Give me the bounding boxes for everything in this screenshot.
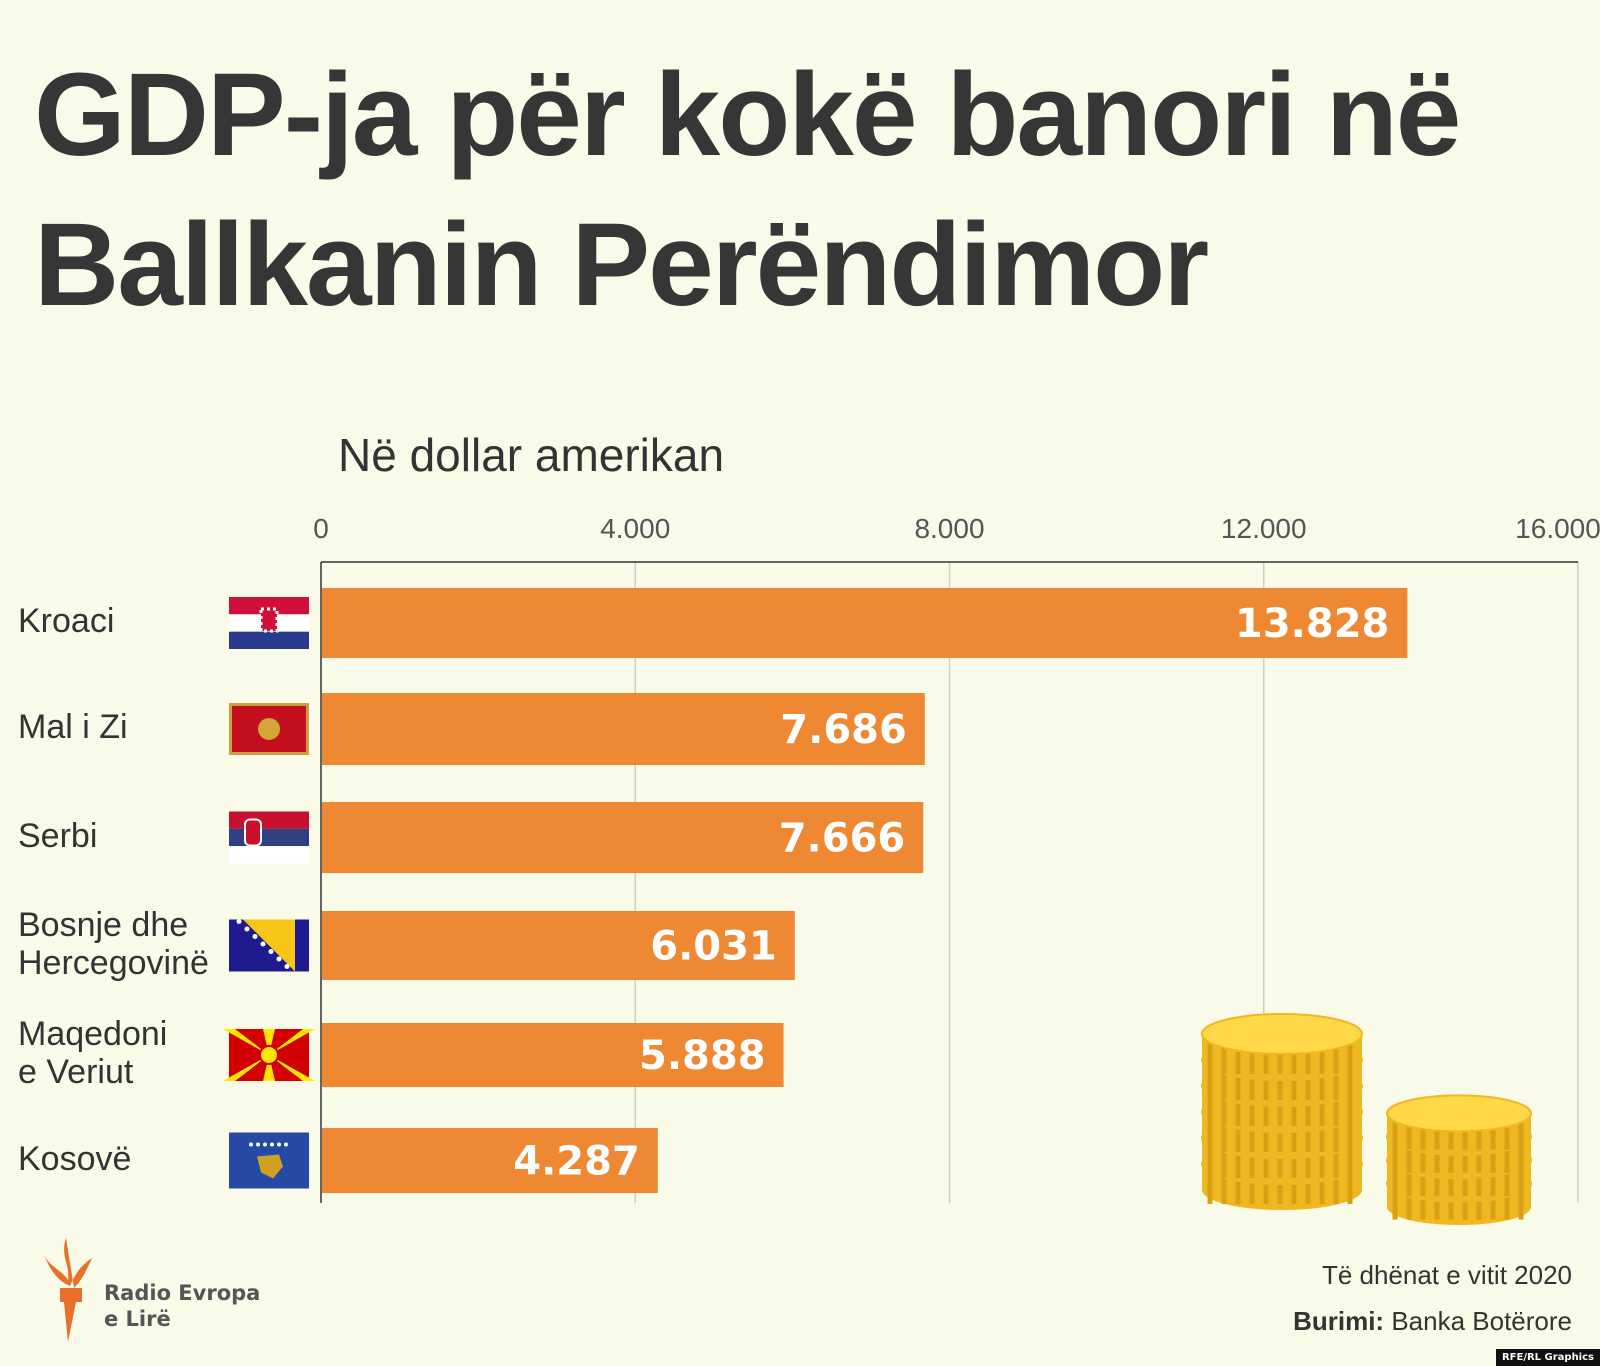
star <box>260 941 266 947</box>
star <box>252 934 258 939</box>
ray <box>269 1055 315 1081</box>
label-line: Hercegovinë <box>18 943 209 982</box>
bar-value-label: 5.888 <box>639 1033 766 1079</box>
coin-stack-large-icon <box>1201 1013 1363 1210</box>
label-line: Serbi <box>18 816 98 855</box>
bar <box>322 911 795 980</box>
bar <box>322 693 925 765</box>
category-label: Bosnje dhe Hercegovinë <box>18 906 209 982</box>
category-label: Maqedoni e Veriut <box>18 1015 167 1091</box>
coin-stack-small-icon <box>1386 1094 1532 1225</box>
sun <box>259 1045 279 1065</box>
torch-logo-icon <box>44 1238 92 1342</box>
category-label: Kosovë <box>18 1140 131 1178</box>
kosovo-flag-icon <box>229 1132 309 1189</box>
stripe <box>229 597 309 615</box>
category-label: Kroaci <box>18 602 114 640</box>
chart-title: GDP-ja për kokë banori në Ballkanin Perë… <box>34 49 1461 331</box>
bosnia-flag-icon <box>229 919 309 972</box>
label-line: Kosovë <box>18 1139 132 1178</box>
x-tick-label: 12.000 <box>1221 513 1307 544</box>
north-macedonia-flag-icon <box>223 1029 315 1081</box>
chart-subtitle: Në dollar amerikan <box>338 429 725 481</box>
montenegro-flag-icon <box>229 703 309 755</box>
stripe <box>229 846 309 864</box>
eagle <box>258 718 280 740</box>
bar-value-label: 7.686 <box>780 707 907 753</box>
star <box>284 964 290 969</box>
x-tick-label: 16.000 <box>1515 513 1600 544</box>
stripe <box>229 828 309 847</box>
bar-value-label: 7.666 <box>779 816 906 862</box>
bar-value-label: 13.828 <box>1235 601 1389 647</box>
label-line: Bosnje dhe <box>18 905 189 944</box>
category-label: Serbi <box>18 817 97 855</box>
coin-top <box>1201 1013 1363 1055</box>
data-year-note: Të dhënat e vitit 2020 <box>1321 1260 1572 1290</box>
label-line: Mal i Zi <box>18 708 128 746</box>
star <box>277 1142 281 1147</box>
bar <box>322 588 1408 658</box>
x-tick-label: 4.000 <box>600 513 670 544</box>
star <box>236 919 242 924</box>
star <box>276 956 282 962</box>
bar <box>322 802 924 873</box>
ray <box>223 1055 269 1081</box>
croatia-flag-icon <box>229 597 309 649</box>
source-note: Burimi: Banka Botërore <box>1293 1306 1572 1336</box>
star <box>244 926 250 932</box>
star <box>249 1142 253 1147</box>
bar-value-label: 4.287 <box>513 1139 640 1185</box>
stripe <box>229 811 309 829</box>
bar <box>322 1023 784 1087</box>
x-tick-label: 0 <box>313 513 329 544</box>
category-label: Mal i Zi <box>18 708 128 746</box>
ray <box>263 1055 275 1081</box>
star <box>268 949 274 954</box>
map <box>257 1154 283 1179</box>
ray <box>269 1029 315 1055</box>
star <box>270 1142 274 1147</box>
coat <box>244 818 262 847</box>
stripe <box>229 631 309 649</box>
coat <box>259 607 279 633</box>
coin-top <box>1386 1094 1532 1133</box>
credit-badge: RFE/RL Graphics <box>1495 1349 1600 1366</box>
label-line: Maqedoni <box>18 1015 168 1053</box>
bar-value-label: 6.031 <box>650 924 777 970</box>
serbia-flag-icon <box>229 811 309 864</box>
star <box>284 1142 288 1147</box>
ray <box>223 1029 269 1055</box>
x-tick-label: 8.000 <box>914 513 984 544</box>
bar <box>322 1128 658 1193</box>
logo-text: Radio Evropa e Lirë <box>104 1281 261 1331</box>
star <box>263 1142 267 1147</box>
triangle <box>243 919 295 972</box>
star <box>256 1142 260 1147</box>
ray <box>263 1029 275 1055</box>
label-line: e Veriut <box>18 1053 134 1091</box>
label-line: Kroaci <box>18 602 115 640</box>
